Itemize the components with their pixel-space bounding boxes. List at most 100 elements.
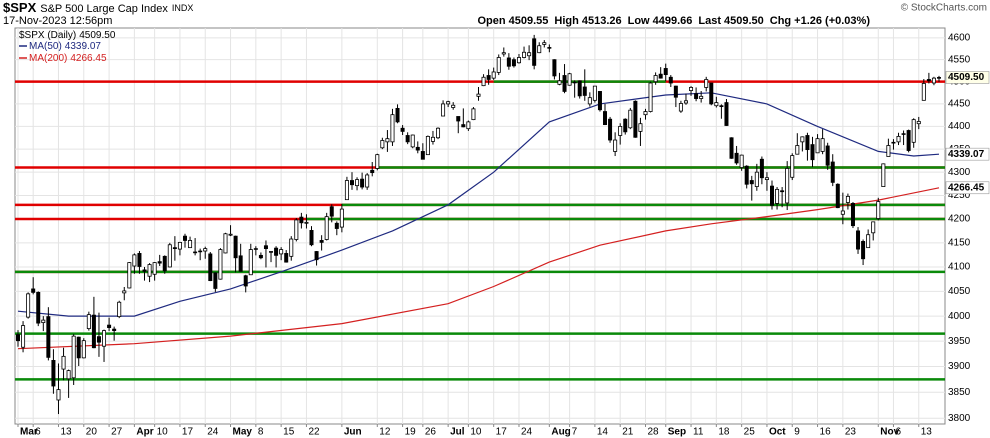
x-tick-label: 12 <box>379 427 391 438</box>
x-tick-label: 11 <box>693 427 704 438</box>
candle-body <box>284 253 289 263</box>
x-tick-label: 13 <box>921 427 933 438</box>
candle-body <box>355 179 360 187</box>
x-tick-label: 10 <box>157 427 169 438</box>
x-tick-label: 7 <box>572 427 578 438</box>
y-tick-label: 4400 <box>948 121 971 132</box>
plot <box>15 34 945 415</box>
candle-body <box>876 201 881 219</box>
candle-body <box>309 230 314 246</box>
candle-body <box>466 121 471 130</box>
candle-body <box>299 216 304 224</box>
candle-body <box>324 216 329 240</box>
candle-body <box>203 248 208 252</box>
candle-body <box>274 247 279 256</box>
candle-body <box>395 107 400 123</box>
candle-body <box>921 83 926 101</box>
candle-body <box>856 230 861 250</box>
candle-body <box>56 389 61 401</box>
source: © StockCharts.com <box>901 3 987 14</box>
quote-value: +1.26 (+0.03%) <box>794 15 870 27</box>
candle-body <box>420 151 425 160</box>
candle-body <box>815 138 820 154</box>
candle-body <box>471 108 476 121</box>
candle-body <box>866 234 871 249</box>
candle-body <box>243 275 248 287</box>
candle-body <box>734 152 739 164</box>
candle-body <box>360 178 365 188</box>
x-tick-label: 23 <box>845 427 857 438</box>
candle-body <box>410 134 415 148</box>
candle-body <box>633 100 638 138</box>
candle-body <box>430 136 435 142</box>
candle-body <box>456 116 461 122</box>
candle-body <box>263 245 268 250</box>
candle-body <box>795 145 800 155</box>
candle-body <box>830 161 835 183</box>
legend-entry: MA(50) 4339.07 <box>29 41 101 52</box>
candle-body <box>177 241 182 250</box>
candle-body <box>26 293 31 318</box>
candle-body <box>81 340 86 359</box>
candle-body <box>21 325 26 348</box>
candle-body <box>127 262 132 289</box>
quote-label: Chg <box>770 15 791 27</box>
candle-body <box>425 135 430 156</box>
candle-body <box>820 138 825 152</box>
candle-body <box>567 73 572 86</box>
y-tick-label: 4250 <box>948 190 971 201</box>
x-tick-label: 18 <box>718 427 730 438</box>
ma-line <box>17 92 940 317</box>
y-tick-label: 4600 <box>948 33 971 44</box>
chart-title: S&P 500 Large Cap Index <box>40 3 168 15</box>
x-tick-label: 22 <box>308 427 320 438</box>
candle-body <box>228 233 233 236</box>
candle-body <box>400 127 405 132</box>
candle-body <box>319 240 324 243</box>
x-tick-label: 27 <box>111 427 123 438</box>
candle-body <box>405 135 410 143</box>
candle-body <box>623 118 628 133</box>
candle-body <box>805 135 810 151</box>
candle-body <box>96 336 101 343</box>
y-tick-label: 4550 <box>948 54 971 65</box>
candle-body <box>162 255 167 272</box>
candle-body <box>157 261 162 264</box>
y-tick-label: 3850 <box>948 387 971 398</box>
quote-value: 4499.66 <box>653 15 693 27</box>
candle-body <box>451 104 456 108</box>
candle-body <box>840 210 845 215</box>
value-tag <box>945 71 990 84</box>
candle-body <box>182 235 187 241</box>
candle-body <box>208 253 213 282</box>
candle-body <box>344 180 349 201</box>
candle-body <box>709 82 714 105</box>
x-tick-label: Mar <box>20 427 38 438</box>
candle-body <box>415 146 420 151</box>
candle-body <box>825 145 830 166</box>
overlay: 3800 3850 3900 3950 4000 4050 4100 4150 4200 4250… <box>17 30 990 438</box>
chart-header: $SPX S&P 500 Large Cap Index INDX <box>3 0 193 15</box>
candle-body <box>931 77 936 84</box>
candle-body <box>764 177 769 180</box>
value-tag <box>945 181 990 195</box>
candle-body <box>461 124 466 128</box>
legend-price: $SPX (Daily) 4509.50 <box>19 30 116 41</box>
candle-body <box>223 233 228 254</box>
y-tick-label: 4000 <box>948 311 971 322</box>
candle-body <box>15 334 20 342</box>
candle-body <box>683 100 688 104</box>
candle-body <box>198 250 203 253</box>
candle-body <box>648 82 653 112</box>
candle-body <box>587 97 592 105</box>
legend-label: $SPX (Daily) <box>19 30 76 41</box>
candle-body <box>835 183 840 209</box>
y-tick-label: 4200 <box>948 214 971 225</box>
candle-body <box>608 118 613 141</box>
candle-body <box>775 188 780 204</box>
candle-body <box>289 238 294 257</box>
candle-body <box>152 262 157 275</box>
legend-value: 4266.45 <box>70 53 107 64</box>
candle-body <box>446 101 451 105</box>
x-tick-label: 21 <box>622 427 634 438</box>
